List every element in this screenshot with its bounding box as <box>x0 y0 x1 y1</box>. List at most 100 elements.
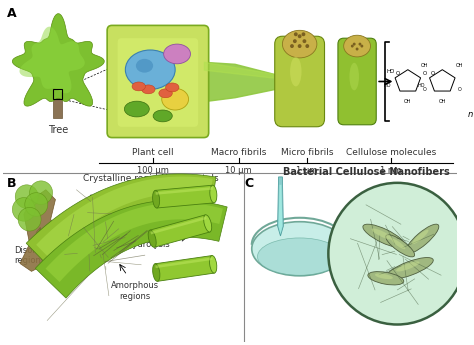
Ellipse shape <box>406 224 439 254</box>
Text: A: A <box>7 7 16 20</box>
Ellipse shape <box>391 238 405 249</box>
FancyBboxPatch shape <box>338 38 376 125</box>
Text: O: O <box>457 87 461 92</box>
Ellipse shape <box>132 82 146 91</box>
Circle shape <box>356 48 358 50</box>
Ellipse shape <box>124 101 149 117</box>
Ellipse shape <box>153 110 172 122</box>
Text: Macro fibrils: Macro fibrils <box>211 148 266 157</box>
Polygon shape <box>36 177 213 259</box>
FancyBboxPatch shape <box>107 26 209 138</box>
Ellipse shape <box>349 63 359 90</box>
Text: HO: HO <box>418 83 425 88</box>
Polygon shape <box>26 174 216 274</box>
Text: 1 nm: 1 nm <box>380 166 401 175</box>
Polygon shape <box>155 257 212 268</box>
Text: 10 μm: 10 μm <box>226 166 252 175</box>
Text: 100 μm: 100 μm <box>137 166 168 175</box>
Bar <box>53 89 62 99</box>
Circle shape <box>293 39 297 43</box>
Polygon shape <box>20 190 58 272</box>
Text: O: O <box>423 71 427 76</box>
Text: Strong acid
hydrolysis: Strong acid hydrolysis <box>124 229 172 249</box>
Polygon shape <box>155 185 214 208</box>
Ellipse shape <box>257 238 342 275</box>
FancyBboxPatch shape <box>118 38 198 127</box>
Text: B: B <box>7 177 16 190</box>
Ellipse shape <box>210 256 217 273</box>
Ellipse shape <box>136 59 153 73</box>
Ellipse shape <box>142 85 155 94</box>
Circle shape <box>360 45 363 48</box>
Ellipse shape <box>290 57 301 86</box>
Ellipse shape <box>412 230 428 244</box>
Polygon shape <box>19 27 85 93</box>
Text: OH: OH <box>421 63 429 68</box>
Ellipse shape <box>344 35 371 57</box>
Text: Crystalline regions: Crystalline regions <box>83 174 168 183</box>
Circle shape <box>25 193 48 216</box>
Text: C: C <box>244 177 253 190</box>
Text: Nanocrystals: Nanocrystals <box>160 174 219 183</box>
Text: 1 μm: 1 μm <box>296 166 318 175</box>
Circle shape <box>305 44 309 48</box>
Circle shape <box>29 181 53 205</box>
Text: O: O <box>423 87 427 92</box>
Polygon shape <box>46 203 223 282</box>
Ellipse shape <box>210 185 217 203</box>
Ellipse shape <box>204 215 212 232</box>
Text: n: n <box>468 110 474 119</box>
Polygon shape <box>155 256 214 281</box>
Polygon shape <box>279 185 283 234</box>
Ellipse shape <box>164 44 191 64</box>
Text: Bacterial Cellulose Nanofibers: Bacterial Cellulose Nanofibers <box>283 167 450 177</box>
Circle shape <box>18 207 41 231</box>
Circle shape <box>351 45 354 48</box>
Text: Tree: Tree <box>48 125 68 135</box>
Text: O: O <box>430 71 435 76</box>
Circle shape <box>328 183 466 325</box>
Polygon shape <box>429 70 455 91</box>
Ellipse shape <box>375 274 393 279</box>
Circle shape <box>294 32 298 36</box>
Ellipse shape <box>363 224 405 248</box>
Polygon shape <box>155 187 213 195</box>
Polygon shape <box>278 177 283 236</box>
Polygon shape <box>395 70 420 91</box>
Text: Disordered
regions: Disordered regions <box>14 246 61 265</box>
Text: Amorphous
regions: Amorphous regions <box>111 281 159 300</box>
Ellipse shape <box>153 190 160 208</box>
Ellipse shape <box>162 88 189 110</box>
Circle shape <box>298 34 301 38</box>
Ellipse shape <box>283 30 317 58</box>
Text: O: O <box>396 71 401 76</box>
Circle shape <box>290 44 294 48</box>
Circle shape <box>12 198 36 221</box>
Circle shape <box>15 185 38 208</box>
Text: HO: HO <box>383 83 391 88</box>
Ellipse shape <box>148 230 156 247</box>
Polygon shape <box>150 215 210 247</box>
Bar <box>53 83 62 118</box>
Polygon shape <box>150 217 207 234</box>
Circle shape <box>358 43 361 46</box>
Text: Micro fibrils: Micro fibrils <box>281 148 333 157</box>
Ellipse shape <box>125 50 175 89</box>
Polygon shape <box>36 200 227 298</box>
Ellipse shape <box>396 262 419 272</box>
Circle shape <box>302 39 306 43</box>
Text: OH: OH <box>456 63 463 68</box>
Text: Cellulose molecules: Cellulose molecules <box>346 148 436 157</box>
Ellipse shape <box>165 83 179 92</box>
Polygon shape <box>12 14 104 106</box>
Text: OH: OH <box>404 99 411 104</box>
Ellipse shape <box>386 235 415 257</box>
Circle shape <box>301 32 305 36</box>
Ellipse shape <box>252 222 347 276</box>
Circle shape <box>298 44 301 48</box>
Text: OH: OH <box>438 99 446 104</box>
Ellipse shape <box>386 258 433 279</box>
Circle shape <box>353 43 356 46</box>
Text: Plant cell: Plant cell <box>132 148 173 157</box>
Ellipse shape <box>368 272 404 285</box>
